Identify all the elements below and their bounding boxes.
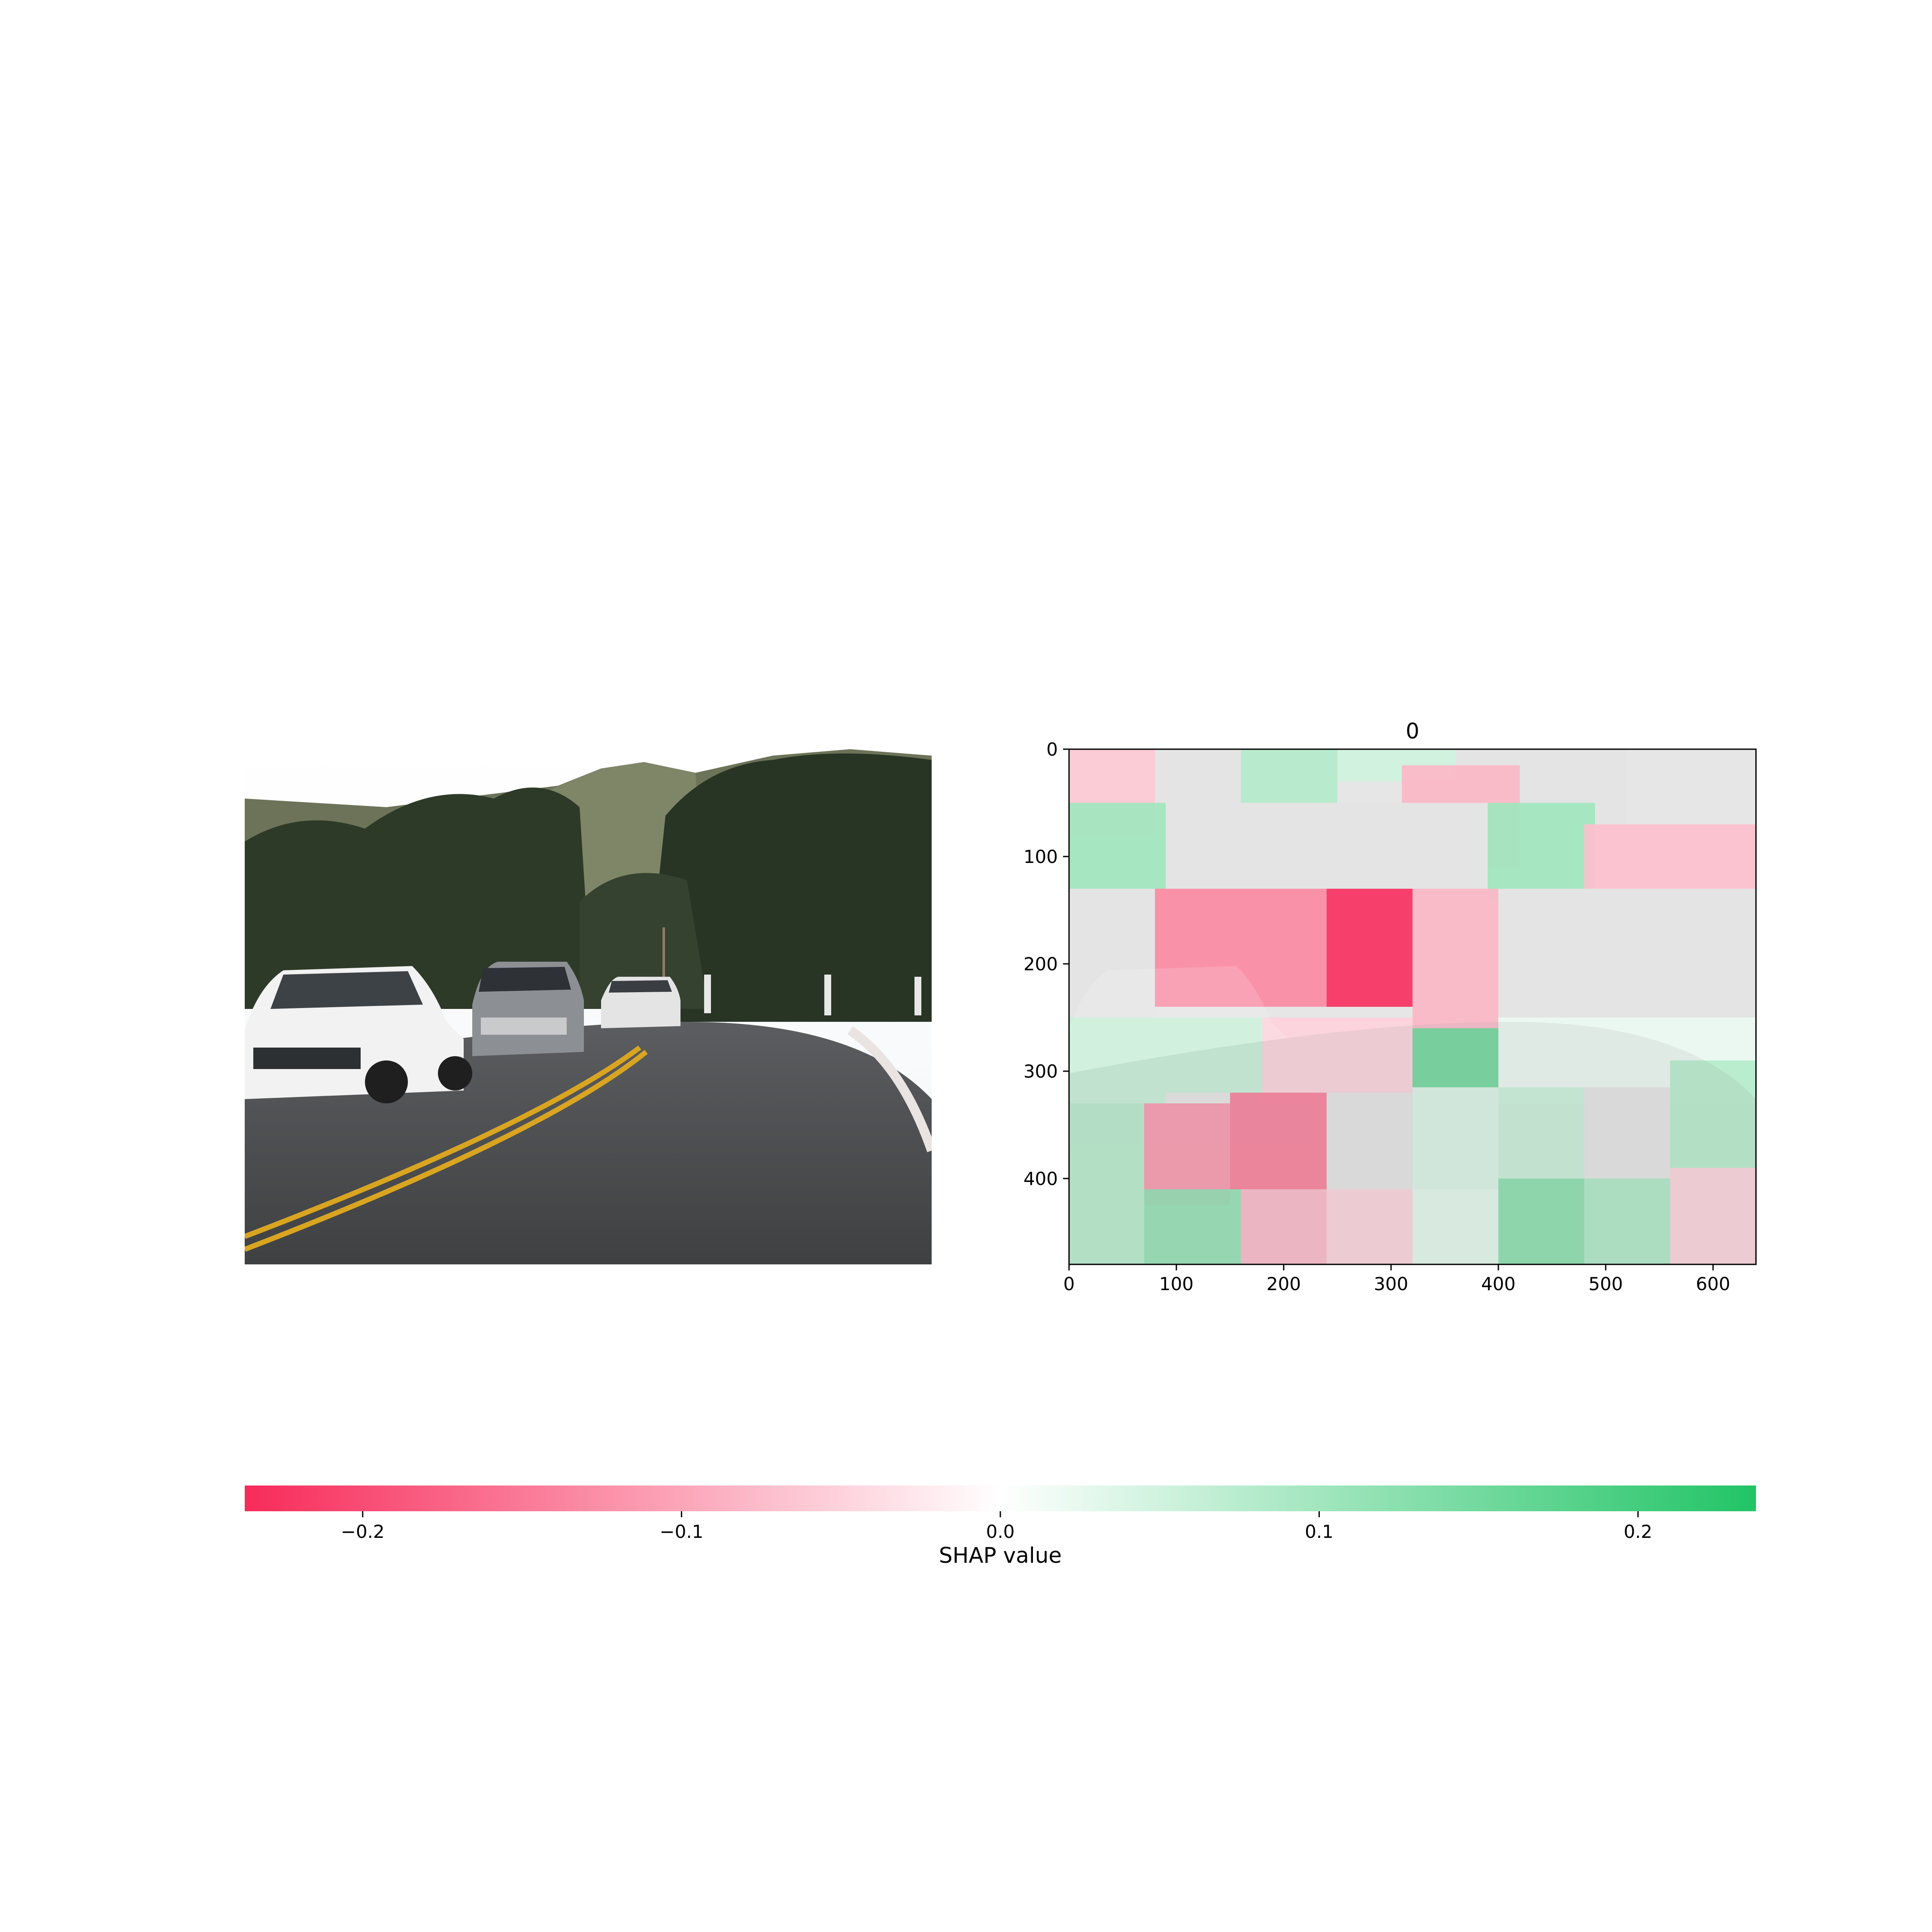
x-tick-label: 500 (1589, 1273, 1623, 1294)
y-tick-label: 400 (1024, 1168, 1058, 1189)
x-tick-label: 600 (1696, 1273, 1730, 1294)
shap-segment (1230, 1093, 1327, 1189)
x-tick-label: 100 (1159, 1273, 1194, 1294)
silver-car (472, 962, 584, 1056)
map-title: 0 (1406, 719, 1419, 744)
colorbar-tick-label: −0.2 (341, 1521, 385, 1542)
map-axes-frame (1068, 748, 1757, 1265)
shap-segment (1670, 1168, 1756, 1264)
shap-segment (1069, 889, 1155, 1018)
shap-segment (1498, 889, 1756, 1018)
shap-segment (1144, 1189, 1241, 1264)
shap-segment (1327, 1189, 1413, 1264)
shap-segment (1584, 1087, 1670, 1179)
shap-segment (1155, 749, 1241, 803)
x-tick-label: 400 (1481, 1273, 1516, 1294)
input-image-panel (245, 749, 932, 1264)
y-tick-label: 300 (1024, 1061, 1058, 1082)
shap-segment (1166, 1018, 1262, 1093)
road-scene-photo (245, 749, 932, 1264)
colorbar-tick-label: 0.0 (986, 1521, 1015, 1542)
colorbar-gradient (245, 1485, 1756, 1511)
shap-segment (1241, 749, 1337, 803)
shap-segments (1069, 749, 1756, 1264)
y-tick-label: 100 (1024, 846, 1058, 867)
shap-segment (1413, 889, 1498, 1028)
shap-segment (1155, 889, 1327, 1007)
shap-segment (1413, 1028, 1498, 1088)
colorbar-ticks: −0.2 −0.1 0.0 0.1 0.2 (341, 1511, 1653, 1542)
ghost-photo-overlay (1069, 966, 1756, 1264)
far-car (601, 977, 680, 1028)
shap-segment (1327, 889, 1413, 1007)
shap-segment (1069, 1018, 1166, 1103)
x-tick-label: 0 (1063, 1273, 1075, 1294)
shap-segment (1069, 803, 1166, 889)
shap-segment (1144, 1103, 1230, 1206)
colorbar-tick-label: 0.1 (1305, 1521, 1334, 1542)
shap-segment (1413, 1087, 1498, 1189)
colorbar-tick-label: 0.2 (1624, 1521, 1653, 1542)
y-tick-label: 200 (1024, 954, 1058, 975)
x-tick-label: 300 (1374, 1273, 1408, 1294)
colorbar-tick-label: −0.1 (659, 1521, 703, 1542)
shap-segment (1413, 1189, 1498, 1264)
shap-segment (1584, 824, 1756, 899)
x-axis-ticks: 0 100 200 300 400 500 600 (1063, 1264, 1730, 1294)
colorbar-label: SHAP value (939, 1543, 1062, 1568)
y-tick-label: 0 (1046, 739, 1058, 760)
y-axis-ticks: 0 100 200 300 400 (1024, 739, 1069, 1189)
shap-colorbar: −0.2 −0.1 0.0 0.1 0.2 SHAP value (245, 1485, 1756, 1568)
shap-segment (1069, 1103, 1144, 1264)
shap-segment (1241, 1189, 1327, 1264)
x-tick-label: 200 (1267, 1273, 1301, 1294)
shap-segment (1488, 803, 1595, 899)
shap-segment (1670, 1060, 1756, 1168)
white-car (245, 966, 472, 1103)
shap-segment (1584, 1179, 1670, 1264)
shap-heatmap-panel: 0 0 100 200 300 400 500 600 0 100 200 300 400 (1024, 719, 1757, 1294)
shap-segment (1498, 1087, 1584, 1179)
shap-segment (1498, 1179, 1584, 1264)
shap-segment (1327, 1093, 1413, 1189)
shap-segment (1262, 1018, 1413, 1103)
shap-segment (1166, 803, 1488, 889)
